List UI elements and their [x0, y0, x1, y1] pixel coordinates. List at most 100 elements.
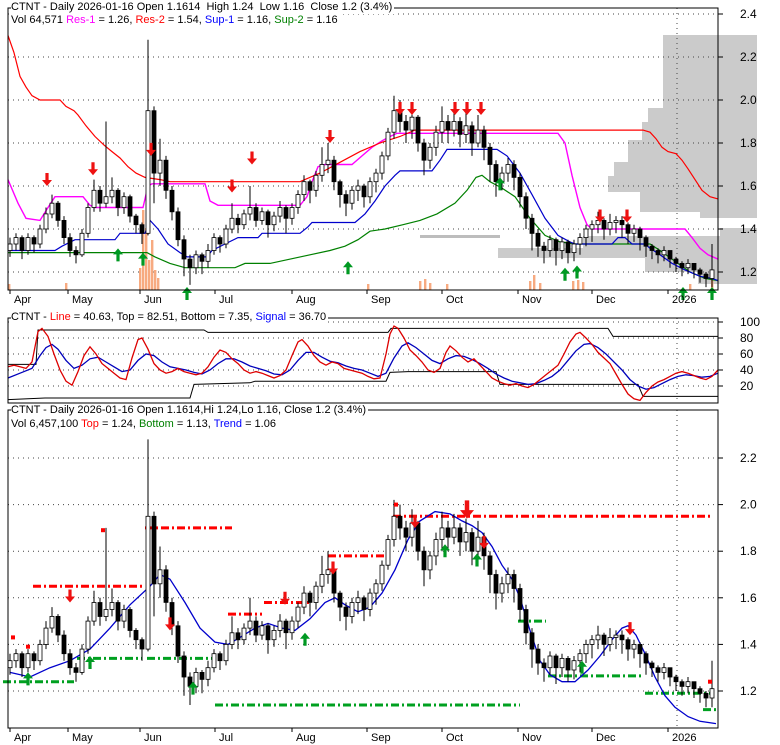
panel3-frame: 2.2 2.0 1.8 1.6 1.4 1.2 Apr May Jun Jul Aug Sep Oct N… — [7, 409, 757, 744]
y-axis-label: 1.2 — [740, 265, 757, 279]
panel2-frame: 100 80 60 40 20 — [7, 315, 760, 404]
panel3-candles — [7, 439, 715, 708]
res2-value: = 1.54, — [164, 14, 205, 26]
buy-arrow-icon — [572, 265, 582, 279]
x-axis-month-label: Jun — [144, 732, 162, 744]
buy-arrow-icon — [707, 287, 717, 301]
y-axis-label: 2.2 — [740, 50, 757, 64]
trend-value: = 1.06 — [242, 418, 276, 430]
top-level-value: = 1.24, — [98, 418, 139, 430]
buy-arrow-icon — [577, 660, 587, 674]
y-axis-label: 1.6 — [740, 591, 757, 605]
sell-arrow-icon — [42, 173, 52, 186]
bottom-level-label: Bottom — [138, 418, 174, 430]
sup2-label: Sup-2 — [274, 14, 304, 26]
x-axis-month-label: Jun — [144, 294, 162, 306]
y-axis-label: 1.8 — [740, 544, 757, 558]
x-axis-month-label: Sep — [371, 732, 391, 744]
panel1-candles — [7, 39, 715, 288]
panel1-header-line1: CTNT - Daily 2026-01-16 Open 1.1614 High… — [11, 1, 395, 14]
buy-arrow-icon — [138, 252, 148, 266]
buy-arrow-icon — [85, 656, 95, 670]
x-axis-month-label: Dec — [596, 732, 616, 744]
sell-arrow-icon — [476, 102, 486, 116]
osc-mid-values: = 40.63, Top = 82.51, Bottom = 7.35, — [70, 311, 256, 323]
sell-arrow-icon — [460, 500, 474, 519]
x-axis-month-label: Jul — [219, 294, 233, 306]
panel3-swing-dots — [11, 502, 712, 684]
swing-high-dot — [101, 528, 105, 533]
panel3-volume: Vol 6,457,100 — [11, 418, 82, 430]
y-axis-label: 1.2 — [740, 684, 757, 698]
sell-arrow-icon — [395, 102, 405, 116]
res2-label: Res-2 — [135, 14, 165, 26]
x-axis-month-label: Nov — [522, 294, 542, 306]
sell-arrow-icon — [595, 209, 605, 223]
panel1-overlay-lines — [7, 35, 719, 282]
buy-arrow-icon — [343, 261, 353, 275]
panel3-grid — [8, 410, 718, 728]
sell-arrow-icon — [410, 514, 420, 528]
sell-arrow-icon — [280, 591, 290, 605]
panel3-title: CTNT - Daily 2026-01-16 Open 1.1614,Hi 1… — [11, 404, 367, 416]
y-axis-label: 1.4 — [740, 637, 757, 651]
panel1-header-line2: Vol 64,571 Res-1 = 1.26, Res-2 = 1.54, S… — [11, 14, 340, 27]
y-axis-label: 60 — [740, 347, 754, 361]
sell-arrow-icon — [325, 130, 335, 143]
sell-arrow-icon — [227, 179, 237, 193]
x-axis-month-label: Dec — [596, 294, 616, 306]
sell-arrow-icon — [625, 622, 635, 636]
x-axis-month-label: Jul — [219, 732, 233, 744]
x-axis-month-label: May — [72, 732, 93, 744]
buy-arrow-icon — [560, 267, 570, 281]
panel1-volume-profile — [498, 35, 757, 284]
y-axis-label: 2.4 — [740, 7, 757, 21]
sup2-value: = 1.16 — [303, 14, 338, 26]
y-axis-label: 1.6 — [740, 179, 757, 193]
buy-arrow-icon — [440, 544, 450, 558]
panel2-series — [7, 325, 719, 402]
y-axis-label: 2.2 — [740, 451, 757, 465]
swing-high-dot — [394, 502, 398, 507]
x-axis-month-label: Oct — [446, 732, 463, 744]
x-axis-month-label: Apr — [14, 732, 31, 744]
sup1-value: = 1.16, — [234, 14, 275, 26]
sell-arrow-icon — [479, 535, 489, 549]
y-axis-label: 20 — [740, 379, 754, 393]
y-axis-label: 40 — [740, 363, 754, 377]
sell-arrow-icon — [88, 162, 98, 176]
panel1-volume: Vol 64,571 — [11, 14, 67, 26]
panel2-header: CTNT - Line = 40.63, Top = 82.51, Bottom… — [11, 311, 329, 324]
x-axis-month-label: May — [72, 294, 93, 306]
buy-arrow-icon — [188, 681, 198, 695]
sell-arrow-icon — [622, 209, 632, 223]
y-axis-label: 1.4 — [740, 222, 757, 236]
buy-arrow-icon — [300, 632, 310, 646]
sell-arrow-icon — [407, 102, 417, 116]
panel1-title: CTNT - Daily 2026-01-16 Open 1.1614 High… — [11, 1, 393, 13]
y-axis-label: 2.0 — [740, 498, 757, 512]
swing-high-dot — [26, 644, 30, 649]
sell-arrow-icon — [65, 589, 75, 603]
panel2-grid — [8, 318, 718, 403]
osc-signal-value: = 36.70 — [286, 311, 327, 323]
res1-value: = 1.26, — [95, 14, 136, 26]
bottom-level-value: = 1.13, — [173, 418, 214, 430]
buy-arrow-icon — [23, 672, 33, 686]
res1-label: Res-1 — [66, 14, 96, 26]
trend-label: Trend — [213, 418, 243, 430]
swing-high-dot — [708, 679, 712, 684]
x-axis-month-label: 2026 — [672, 732, 696, 744]
osc-line-label: Line — [49, 311, 71, 323]
x-axis-month-label: Sep — [371, 294, 391, 306]
swing-high-dot — [11, 635, 15, 640]
sell-arrow-icon — [146, 142, 156, 156]
buy-arrow-icon — [495, 177, 505, 191]
sell-arrow-icon — [450, 102, 460, 116]
buy-arrow-icon — [472, 553, 482, 567]
panel3-level-segments — [3, 514, 716, 712]
x-axis-month-label: Aug — [296, 732, 316, 744]
sup1-label: Sup-1 — [204, 14, 235, 26]
